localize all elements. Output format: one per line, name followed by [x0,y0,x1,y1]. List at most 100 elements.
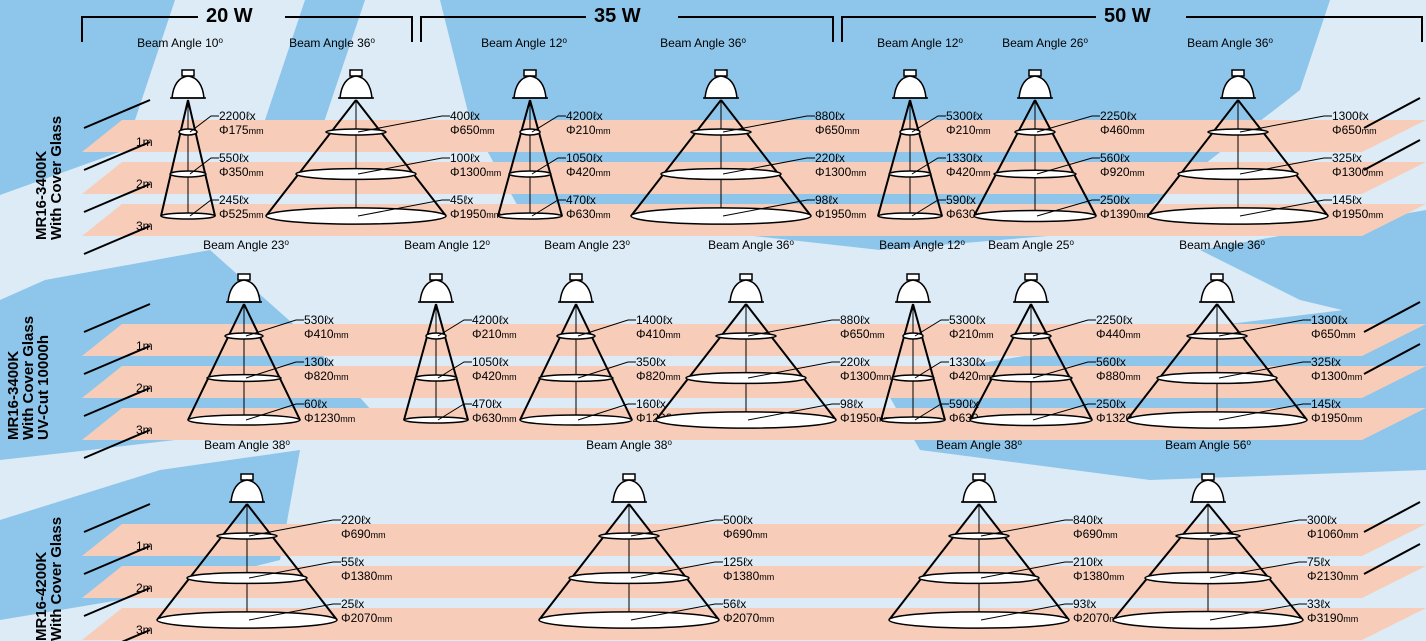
lamp-icon [893,75,927,99]
spot-diameter-unit: mm [876,372,891,382]
reading-leader [980,519,1073,537]
spot-diameter-unit: mm [502,330,517,340]
spot-diameter-unit: mm [377,614,392,624]
wattage-header-20w: 20 W [206,5,253,27]
beam-spot [598,532,660,540]
illuminance-value: 840ℓx [1073,513,1103,527]
spot-diameter-value: Φ420mm [566,165,611,179]
row-label-line: UV-Cut 10000h [35,334,52,440]
spot-diameter-unit: mm [1130,168,1145,178]
beam-spot [1207,128,1269,136]
beam-cone [1126,303,1308,421]
spot-diameter-unit: mm [1347,372,1362,382]
spot-diameter-value: Φ210mm [949,327,994,341]
beam-angle-label: Beam Angle 36o [660,36,746,51]
spot-diameter-unit: mm [371,530,386,540]
spot-diameter-value: Φ210mm [566,123,611,137]
illuminance-value: 245ℓx [219,193,249,207]
illuminance-value: 1330ℓx [946,151,983,165]
lamp-icon [622,473,636,481]
beam-angle-unit: o [284,238,289,247]
lamp-icon [896,279,930,303]
beam-cone [156,503,338,621]
spot-diameter-value: Φ525mm [219,207,264,221]
distance-label: 1m [136,539,153,553]
beam-spot [169,170,207,178]
lamp-icon [429,273,443,281]
illuminance-value: 160ℓx [636,397,666,411]
floor-band [82,324,1426,356]
floor-edge-line [83,429,151,459]
spot-diameter-value: Φ690mm [1073,527,1118,541]
row-label-2: MR16-3400K With Cover Glass UV-Cut 10000… [5,316,52,440]
lamp-icon [1014,279,1048,303]
reading-leader [531,199,566,217]
spot-diameter-value: Φ1390mm [1100,207,1151,221]
beam-spot [888,611,1070,629]
beam-spot [948,532,1010,540]
beam-spot [1177,167,1299,181]
beam-cone [1147,99,1329,217]
reading-leader [722,199,815,217]
beam-angle-label: Beam Angle 26o [1002,36,1088,51]
illuminance-value: 400ℓx [450,109,480,123]
lamp-icon [962,479,996,503]
beam-spot [556,332,596,340]
spot-diameter-value: Φ1300mm [815,165,866,179]
illuminance-value: 880ℓx [840,313,870,327]
spot-diameter-value: Φ920mm [1100,165,1145,179]
beam-spot [325,128,387,136]
reading-leader [577,361,636,379]
beam-angle-unit: o [789,238,794,247]
illuminance-value: 1300ℓx [1311,313,1348,327]
lamp-icon [1210,273,1224,281]
spot-diameter-unit: mm [249,126,264,136]
spot-diameter-value: Φ690mm [341,527,386,541]
lamp-icon [1191,479,1225,503]
spot-diameter-value: Φ460mm [1100,123,1145,137]
beam-spot [1147,207,1329,225]
lamp-icon [226,273,262,303]
illuminance-value: 25ℓx [341,597,364,611]
beam-spot [538,611,720,629]
reading-leader [911,157,946,175]
beam-cone [538,503,720,621]
illuminance-value: 560ℓx [1100,151,1130,165]
lamp-icon [611,473,647,503]
spot-diameter-value: Φ440mm [1096,327,1141,341]
beam-angle-unit: o [741,36,746,45]
spot-diameter-value: Φ1380mm [341,569,392,583]
beam-angle-label: Beam Angle 10o [137,36,223,51]
spot-diameter-unit: mm [502,372,517,382]
reading-leader [911,115,946,133]
illuminance-value: 33ℓx [1307,597,1330,611]
illuminance-value: 1050ℓx [566,151,603,165]
spot-diameter-value: Φ420mm [472,369,517,383]
beam-angle-unit: o [562,36,567,45]
spot-diameter-value: Φ650mm [1311,327,1356,341]
spot-diameter-unit: mm [1343,530,1358,540]
illuminance-value: 560ℓx [1096,355,1126,369]
distance-label: 1m [136,135,153,149]
spot-diameter-unit: mm [870,330,885,340]
floor-edge-line [1363,501,1421,533]
floor-band [82,566,1426,598]
floor-band [82,524,1426,556]
reading-leader [437,319,472,337]
spot-diameter-value: Φ880mm [1096,369,1141,383]
floor-edge-line [1363,139,1421,171]
reading-leader [1036,157,1100,175]
spot-diameter-value: Φ350mm [219,165,264,179]
spot-diameter-value: Φ1300mm [840,369,891,383]
spot-diameter-unit: mm [377,572,392,582]
lamp-icon [961,473,997,503]
lamp-icon [714,69,728,77]
beam-cone [969,303,1093,421]
beam-cone [265,99,447,217]
beam-spot [989,373,1073,383]
reading-leader [722,157,815,175]
background-swoosh [255,0,365,150]
illuminance-value: 5300ℓx [949,313,986,327]
beam-spot [224,332,264,340]
